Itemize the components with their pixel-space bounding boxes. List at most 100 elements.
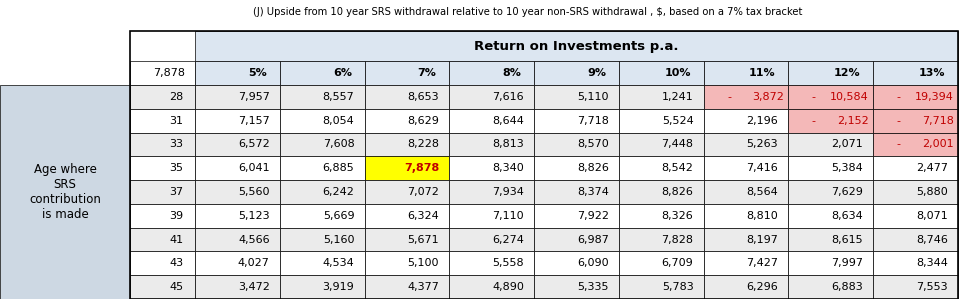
- Text: 37: 37: [169, 187, 183, 197]
- Text: 8,344: 8,344: [916, 258, 948, 268]
- Text: 8%: 8%: [502, 68, 521, 78]
- Text: 12%: 12%: [834, 68, 860, 78]
- Text: 8,054: 8,054: [323, 116, 354, 126]
- Text: 2,477: 2,477: [916, 163, 948, 173]
- Text: 2,152: 2,152: [837, 116, 869, 126]
- Text: 4,566: 4,566: [238, 234, 270, 245]
- Text: 8,629: 8,629: [407, 116, 439, 126]
- Text: 7,157: 7,157: [238, 116, 270, 126]
- Text: 8,810: 8,810: [747, 211, 779, 221]
- Text: 7,616: 7,616: [492, 92, 524, 102]
- Text: 3,872: 3,872: [753, 92, 784, 102]
- Text: 8,570: 8,570: [577, 139, 609, 150]
- Text: 3,472: 3,472: [238, 282, 270, 292]
- Text: 7,608: 7,608: [323, 139, 354, 150]
- Text: 11%: 11%: [749, 68, 776, 78]
- Text: 7,718: 7,718: [577, 116, 609, 126]
- Text: 35: 35: [169, 163, 183, 173]
- Text: 8,644: 8,644: [492, 116, 524, 126]
- Text: 6,572: 6,572: [238, 139, 270, 150]
- Text: Age where
SRS
contribution
is made: Age where SRS contribution is made: [29, 163, 101, 221]
- Text: 6,883: 6,883: [831, 282, 863, 292]
- Text: 1,241: 1,241: [661, 92, 693, 102]
- Text: 19,394: 19,394: [915, 92, 954, 102]
- Text: 7,878: 7,878: [404, 163, 439, 173]
- Text: 5,384: 5,384: [831, 163, 863, 173]
- Text: -: -: [897, 116, 900, 126]
- Text: 5,671: 5,671: [408, 234, 439, 245]
- Text: 10%: 10%: [664, 68, 691, 78]
- Text: 8,826: 8,826: [577, 163, 609, 173]
- Text: 2,071: 2,071: [831, 139, 863, 150]
- Text: 5,335: 5,335: [577, 282, 609, 292]
- Text: 8,653: 8,653: [408, 92, 439, 102]
- Text: 6,885: 6,885: [323, 163, 354, 173]
- Text: 8,228: 8,228: [407, 139, 439, 150]
- Text: 8,564: 8,564: [747, 187, 779, 197]
- Text: 7,957: 7,957: [238, 92, 270, 102]
- Text: 5,524: 5,524: [661, 116, 693, 126]
- Text: -: -: [812, 116, 816, 126]
- Text: 9%: 9%: [588, 68, 606, 78]
- Text: 7,072: 7,072: [407, 187, 439, 197]
- Text: -: -: [727, 92, 732, 102]
- Text: 31: 31: [169, 116, 183, 126]
- Text: 6,709: 6,709: [661, 258, 693, 268]
- Text: 5,100: 5,100: [408, 258, 439, 268]
- Text: 5,123: 5,123: [238, 211, 270, 221]
- Text: 45: 45: [169, 282, 183, 292]
- Text: 8,542: 8,542: [661, 163, 693, 173]
- Text: 7,629: 7,629: [831, 187, 863, 197]
- Text: 4,534: 4,534: [323, 258, 354, 268]
- Text: 7,878: 7,878: [154, 68, 185, 78]
- Text: 6,274: 6,274: [492, 234, 524, 245]
- Text: -: -: [897, 139, 900, 150]
- Text: 3,919: 3,919: [323, 282, 354, 292]
- Text: 7,718: 7,718: [922, 116, 954, 126]
- Text: 2,001: 2,001: [923, 139, 954, 150]
- Text: 10,584: 10,584: [830, 92, 869, 102]
- Text: 5,783: 5,783: [661, 282, 693, 292]
- Text: 5,669: 5,669: [323, 211, 354, 221]
- Text: 7%: 7%: [418, 68, 437, 78]
- Text: 5,560: 5,560: [238, 187, 270, 197]
- Text: 6,090: 6,090: [577, 258, 609, 268]
- Text: (J) Upside from 10 year SRS withdrawal relative to 10 year non-SRS withdrawal , : (J) Upside from 10 year SRS withdrawal r…: [253, 7, 803, 17]
- Text: 8,340: 8,340: [492, 163, 524, 173]
- Text: 7,110: 7,110: [492, 211, 524, 221]
- Text: 41: 41: [169, 234, 183, 245]
- Text: 43: 43: [169, 258, 183, 268]
- Text: 7,553: 7,553: [916, 282, 948, 292]
- Text: 8,326: 8,326: [661, 211, 693, 221]
- Text: 4,027: 4,027: [238, 258, 270, 268]
- Text: 5,110: 5,110: [577, 92, 609, 102]
- Text: 5,263: 5,263: [747, 139, 779, 150]
- Text: 5%: 5%: [249, 68, 267, 78]
- Text: 8,746: 8,746: [916, 234, 948, 245]
- Text: 6%: 6%: [333, 68, 351, 78]
- Text: 5,880: 5,880: [916, 187, 948, 197]
- Text: 28: 28: [169, 92, 183, 102]
- Text: -: -: [897, 92, 900, 102]
- Text: 6,987: 6,987: [577, 234, 609, 245]
- Text: 7,427: 7,427: [746, 258, 779, 268]
- Text: 8,826: 8,826: [661, 187, 693, 197]
- Text: 8,615: 8,615: [831, 234, 863, 245]
- Text: 8,071: 8,071: [916, 211, 948, 221]
- Text: 7,448: 7,448: [661, 139, 693, 150]
- Text: 4,890: 4,890: [492, 282, 524, 292]
- Text: 8,634: 8,634: [831, 211, 863, 221]
- Text: 8,197: 8,197: [746, 234, 779, 245]
- Text: 33: 33: [169, 139, 183, 150]
- Text: 6,296: 6,296: [747, 282, 779, 292]
- Text: 39: 39: [169, 211, 183, 221]
- Text: 7,416: 7,416: [747, 163, 779, 173]
- Text: 5,160: 5,160: [323, 234, 354, 245]
- Text: 8,813: 8,813: [492, 139, 524, 150]
- Text: 6,041: 6,041: [238, 163, 270, 173]
- Text: 8,374: 8,374: [577, 187, 609, 197]
- Text: 6,242: 6,242: [323, 187, 354, 197]
- Text: 7,828: 7,828: [661, 234, 693, 245]
- Text: 2,196: 2,196: [747, 116, 779, 126]
- Text: 6,324: 6,324: [407, 211, 439, 221]
